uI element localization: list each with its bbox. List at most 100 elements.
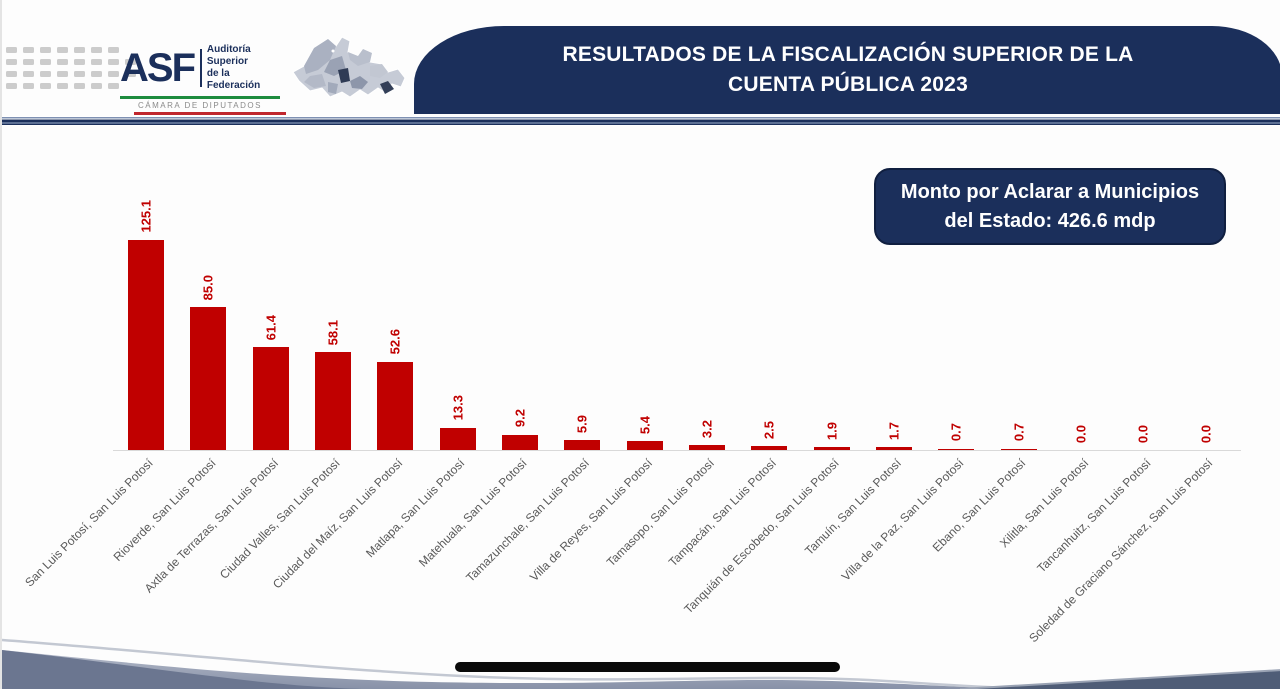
bar-group: 0.0 Xilitla, San Luis Potosí	[997, 190, 1112, 550]
bar-value-label: 5.4	[637, 415, 653, 434]
bar-group: 2.5 Tampacán, San Luis Potosí	[666, 190, 800, 569]
dot	[6, 47, 17, 53]
dot	[57, 59, 68, 65]
category-label: Tampacán, San Luis Potosí	[666, 456, 780, 570]
asf-full-name: Auditoría Superior de la Federación	[207, 44, 280, 92]
bar-group: 125.1 San Luis Potosí, San Luis Potosí	[23, 190, 177, 589]
bar	[439, 427, 476, 450]
bar-value-label: 58.1	[325, 320, 341, 346]
category-label: San Luis Potosí, San Luis Potosí	[22, 456, 157, 590]
dot	[57, 83, 68, 89]
bar-value-label: 125.1	[138, 200, 154, 233]
bar-group: 0.7 Villa de la Paz, San Luis Potosí	[839, 190, 987, 584]
bar-value-label: 61.4	[263, 314, 279, 340]
asf-logo-divider	[200, 49, 202, 87]
category-label: Matehuala, San Luis Potosí	[416, 456, 531, 570]
callout-line2: del Estado: 426.6 mdp	[944, 209, 1156, 232]
dot	[108, 47, 119, 53]
dot	[74, 83, 85, 89]
bar-value-label: 1.7	[886, 422, 902, 441]
dot	[57, 47, 68, 53]
bar-value-label: 85.0	[200, 274, 216, 301]
bar	[377, 361, 414, 450]
dot	[23, 71, 34, 77]
category-label: Rioverde, San Luis Potosí	[110, 456, 219, 565]
bar	[813, 446, 850, 450]
x-axis-line	[113, 450, 1241, 451]
category-label: Villa de la Paz, San Luis Potosí	[838, 456, 967, 584]
bar-group: 1.9 Tanquián de Escobedo, San Luis Potosí	[681, 190, 863, 616]
bar-group: 13.3 Matlapa, San Luis Potosí	[363, 190, 489, 560]
amount-callout-box: Monto por Aclarar a Municipios del Estad…	[874, 168, 1226, 245]
bar	[938, 448, 975, 450]
dot	[91, 47, 102, 53]
asf-name-line2: Superior	[206, 56, 248, 67]
bar	[190, 307, 227, 450]
bar	[252, 346, 289, 450]
bar-value-label: 1.9	[824, 421, 840, 440]
bar-value-label: 52.6	[387, 329, 403, 355]
bar-group: 1.7 Tamuín, San Luis Potosí	[802, 190, 925, 558]
bar-value-label: 0.7	[948, 423, 964, 442]
category-label: Villa de Reyes, San Luis Potosí	[526, 456, 655, 585]
bar	[564, 440, 601, 450]
asf-chamber-label: CÁMARA DE DIPUTADOS	[138, 101, 262, 110]
dots-pattern-icon	[6, 47, 136, 95]
dot-row	[6, 83, 136, 89]
bar-group: 61.4 Axtla de Terrazas, San Luis Potosí	[141, 190, 302, 595]
dot-row	[6, 47, 136, 53]
dot	[40, 71, 51, 77]
asf-green-rule	[120, 96, 280, 99]
bar-value-label: 5.9	[574, 415, 590, 434]
category-label: Ciudad Valles, San Luis Potosí	[217, 456, 344, 582]
dot	[40, 83, 51, 89]
asf-logo: ASF Auditoría Superior de la Federación …	[120, 44, 286, 115]
bar-group: 0.7 Ebano, San Luis Potosí	[930, 190, 1050, 555]
bottom-black-bar	[455, 662, 840, 672]
bar-value-label: 0.0	[1135, 424, 1151, 443]
bar-group: 5.4 Villa de Reyes, San Luis Potosí	[527, 190, 676, 584]
bar	[128, 239, 165, 450]
dot	[23, 47, 34, 53]
bar-group: 0.0 Tancanhuitz, San Luis Potosí	[1034, 190, 1174, 575]
dot	[40, 59, 51, 65]
page-title-line2: CUENTA PÚBLICA 2023	[728, 73, 968, 96]
dot	[6, 71, 17, 77]
asf-name-line3: de la Federación	[206, 68, 261, 91]
bar-value-label: 0.0	[1073, 424, 1089, 443]
bar	[1000, 448, 1037, 450]
category-label: Tamazunchale, San Luis Potosí	[463, 456, 593, 585]
bar-group: 5.9 Tamazunchale, San Luis Potosí	[464, 190, 613, 585]
callout-line1: Monto por Aclarar a Municipios	[900, 180, 1200, 203]
bar-group: 52.6 Ciudad del Maíz, San Luis Potosí	[270, 190, 426, 591]
dot	[108, 83, 119, 89]
page-title-line1: RESULTADOS DE LA FISCALIZACIÓN SUPERIOR …	[562, 43, 1134, 66]
header-divider-band	[2, 116, 1280, 126]
bar-value-label: 2.5	[761, 420, 777, 439]
dot	[125, 59, 136, 65]
bar	[689, 444, 726, 450]
bar	[315, 352, 352, 450]
category-label: Tamasopo, San Luis Potosí	[603, 456, 718, 570]
asf-name-line1: Auditoría	[206, 44, 251, 55]
dot	[57, 71, 68, 77]
asf-logo-top: ASF Auditoría Superior de la Federación	[120, 44, 280, 92]
bar-group: 58.1 Ciudad Valles, San Luis Potosí	[217, 190, 364, 582]
dot	[23, 83, 34, 89]
san-luis-potosi-state-map-icon	[292, 36, 406, 98]
dot	[23, 59, 34, 65]
dot	[6, 83, 17, 89]
bar	[502, 434, 539, 450]
dot	[74, 47, 85, 53]
category-label: Axtla de Terrazas, San Luis Potosí	[141, 456, 281, 596]
bar-chart: 125.1 San Luis Potosí, San Luis Potosí 85.…	[23, 190, 1241, 645]
dot	[74, 59, 85, 65]
bar-value-label: 9.2	[512, 409, 528, 428]
category-label: Ciudad del Maíz, San Luis Potosí	[270, 456, 406, 592]
bar	[751, 445, 788, 450]
dot	[125, 71, 136, 77]
dot-row	[6, 59, 136, 65]
bar-value-label: 3.2	[699, 419, 715, 438]
dot	[6, 59, 17, 65]
asf-abbreviation: ASF	[120, 46, 196, 90]
